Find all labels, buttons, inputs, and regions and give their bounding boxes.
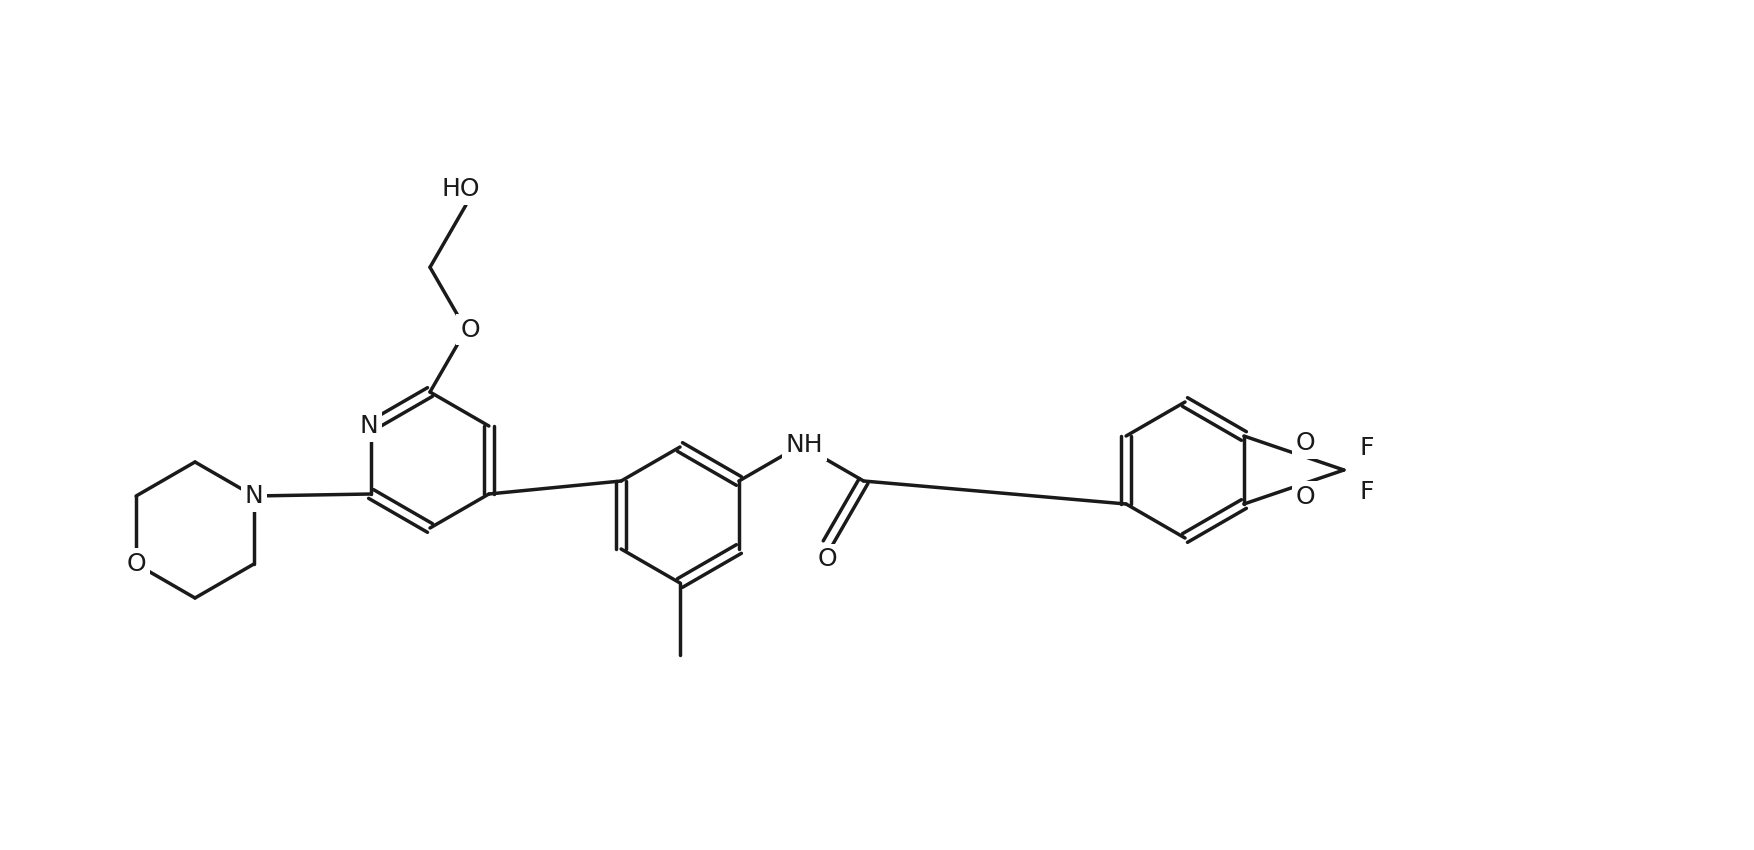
Text: NH: NH: [786, 433, 823, 457]
Text: N: N: [360, 414, 379, 438]
Text: O: O: [460, 318, 481, 342]
Text: O: O: [817, 547, 837, 571]
Text: F: F: [1359, 480, 1375, 504]
Text: O: O: [126, 552, 146, 576]
Text: O: O: [1296, 431, 1316, 455]
Text: N: N: [244, 484, 263, 508]
Text: F: F: [1359, 436, 1375, 460]
Text: O: O: [1296, 485, 1316, 509]
Text: HO: HO: [442, 177, 481, 201]
